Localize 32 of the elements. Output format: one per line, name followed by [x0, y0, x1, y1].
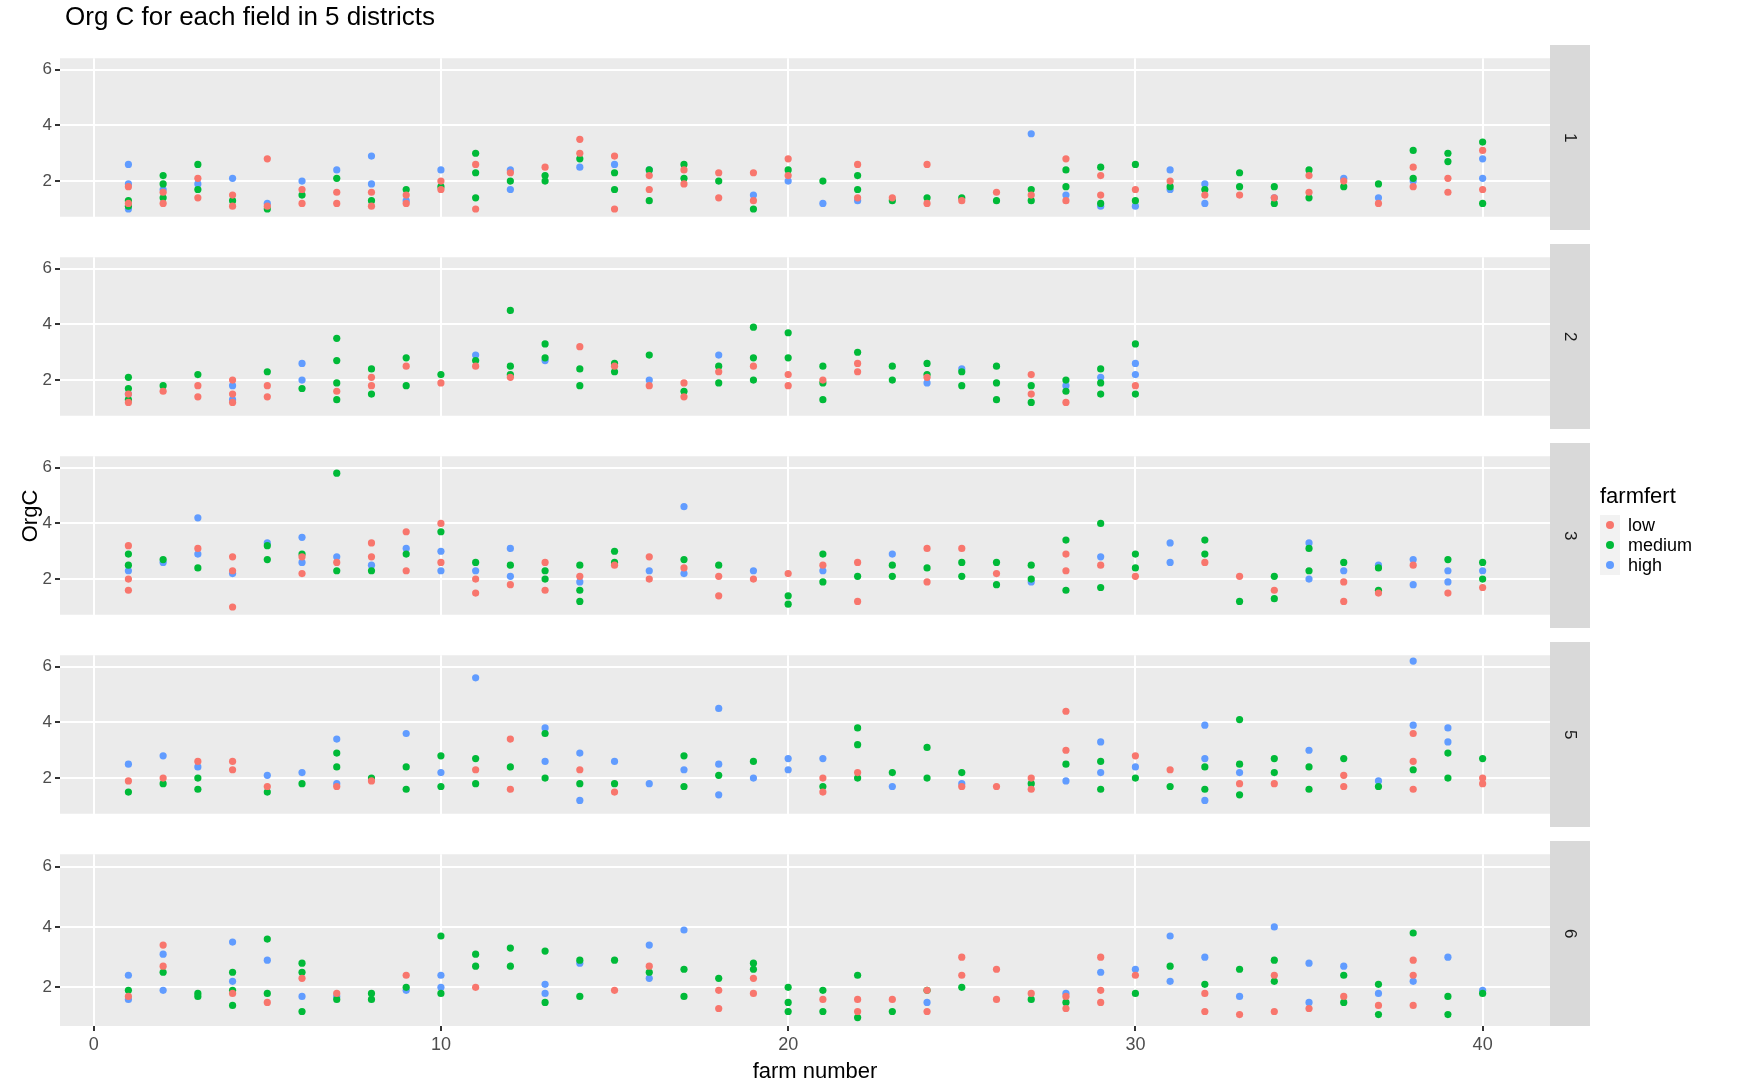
y-tick-label: 2 — [42, 369, 52, 389]
y-tick-label: 6 — [42, 258, 52, 278]
text: 3 — [1560, 530, 1580, 541]
y-tick-label: 4 — [42, 712, 52, 732]
y-tick-label: 6 — [42, 457, 52, 477]
x-tick-label: 30 — [1125, 1033, 1146, 1054]
y-axis-title: OrgC — [17, 488, 43, 545]
x-tick-label: 20 — [778, 1033, 799, 1054]
y-tick-label: 6 — [42, 856, 52, 876]
text: 2 — [1560, 331, 1580, 342]
y-tick-label: 4 — [42, 513, 52, 533]
y-tick-label: 4 — [42, 314, 52, 334]
legend-label: medium — [1628, 534, 1693, 556]
x-tick-label: 40 — [1472, 1033, 1493, 1054]
text: 1 — [1560, 132, 1580, 143]
x-tick-label: 10 — [430, 1033, 451, 1054]
legend-title: farmfert — [1600, 483, 1677, 509]
legend-label: high — [1628, 554, 1663, 576]
text: 6 — [1560, 928, 1580, 939]
y-tick-label: 2 — [42, 568, 52, 588]
y-tick-label: 2 — [42, 977, 52, 997]
y-tick-label: 4 — [42, 115, 52, 135]
text: 5 — [1560, 729, 1580, 740]
y-tick-label: 6 — [42, 656, 52, 676]
legend-label: low — [1628, 514, 1656, 536]
y-tick-label: 2 — [42, 767, 52, 787]
y-tick-label: 2 — [42, 170, 52, 190]
y-tick-label: 4 — [42, 916, 52, 936]
x-axis-title: farm number — [751, 1058, 879, 1084]
x-tick-label: 0 — [88, 1033, 99, 1054]
y-tick-label: 6 — [42, 59, 52, 79]
chart-title: Org C for each field in 5 districts — [65, 1, 435, 32]
